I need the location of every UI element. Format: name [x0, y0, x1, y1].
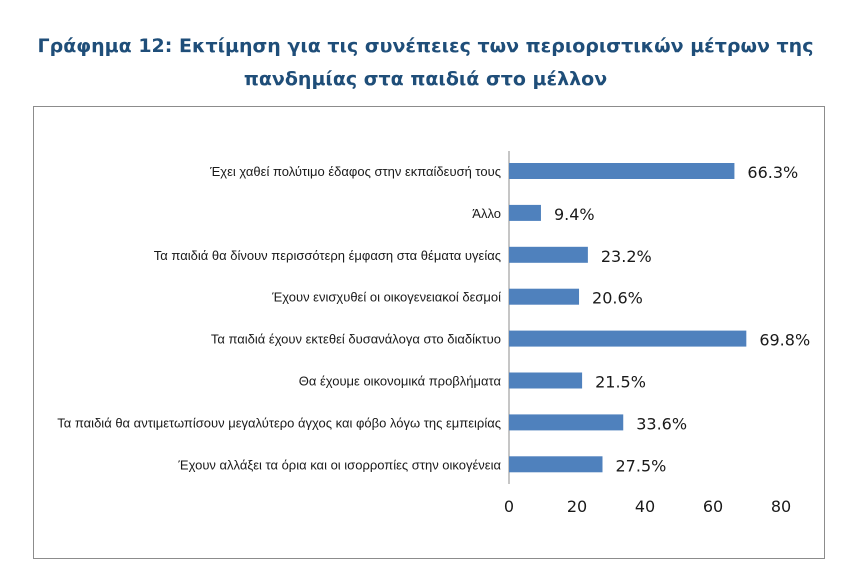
x-tick-label: 20	[567, 497, 587, 516]
category-label: Θα έχουμε οικονομικά προβλήματα	[299, 374, 502, 389]
data-label: 23.2%	[601, 247, 652, 266]
chart-title-line-1: Γράφημα 12: Εκτίμηση για τις συνέπειες τ…	[37, 35, 814, 57]
data-label: 69.8%	[759, 331, 810, 350]
category-label: Έχουν ενισχυθεί οι οικογενειακοί δεσμοί	[271, 290, 501, 305]
data-label: 20.6%	[592, 289, 643, 308]
data-label: 27.5%	[616, 456, 667, 475]
bar	[509, 288, 580, 305]
bar	[509, 372, 583, 389]
data-label: 33.6%	[636, 414, 687, 433]
x-tick-label: 0	[504, 497, 514, 516]
x-tick-label: 60	[703, 497, 723, 516]
category-label: Τα παιδιά θα αντιμετωπίσουν μεγαλύτερο ά…	[57, 415, 501, 430]
category-label: Έχουν αλλάξει τα όρια και οι ισορροπίες …	[177, 457, 501, 472]
bar	[509, 163, 735, 179]
x-tick-label: 80	[771, 497, 791, 516]
category-label: Άλλο	[472, 206, 501, 221]
x-tick-label: 40	[635, 497, 655, 516]
data-label: 21.5%	[595, 373, 646, 392]
category-label: Έχει χαθεί πολύτιμο έδαφος στην εκπαίδευ…	[209, 164, 501, 179]
category-label: Τα παιδιά έχουν εκτεθεί δυσανάλογα στο δ…	[211, 332, 501, 347]
chart-title: Γράφημα 12: Εκτίμηση για τις συνέπειες τ…	[0, 30, 851, 96]
category-label: Τα παιδιά θα δίνουν περισσότερη έμφαση σ…	[154, 248, 501, 263]
data-label: 66.3%	[747, 163, 798, 182]
bar	[509, 204, 541, 221]
chart-title-line-2: πανδημίας στα παιδιά στο μέλλον	[243, 68, 608, 90]
bar	[509, 456, 603, 473]
data-label: 9.4%	[554, 205, 595, 224]
bar	[509, 414, 624, 431]
bar	[509, 246, 588, 263]
bar	[509, 330, 747, 347]
